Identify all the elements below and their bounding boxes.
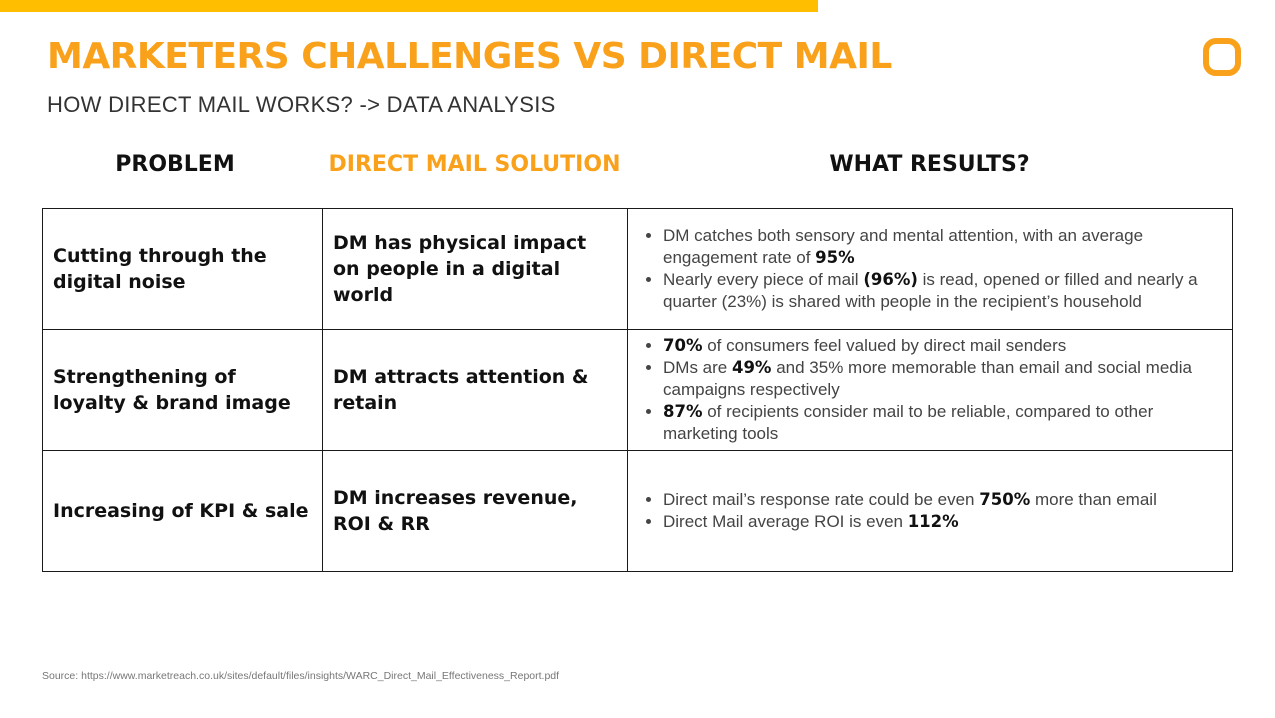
results-cell: 70% of consumers feel valued by direct m… [627,329,1233,451]
highlight-stat: 112% [907,512,959,531]
table-row: Cutting through the digital noise DM has… [42,208,1233,330]
bullet-text: of recipients consider mail to be reliab… [663,402,1154,443]
solution-cell: DM has physical impact on people in a di… [322,208,628,330]
result-bullet: 87% of recipients consider mail to be re… [663,401,1222,445]
results-list: DM catches both sensory and mental atten… [638,225,1222,313]
slide-subtitle: HOW DIRECT MAIL WORKS? -> DATA ANALYSIS [47,92,556,117]
table-row: Increasing of KPI & sale DM increases re… [42,450,1233,572]
result-bullet: DMs are 49% and 35% more memorable than … [663,357,1222,401]
problem-cell: Strengthening of loyalty & brand image [42,329,323,451]
highlight-stat: 750% [979,490,1031,509]
column-header-results: WHAT RESULTS? [829,152,1030,177]
result-bullet: Nearly every piece of mail (96%) is read… [663,269,1222,313]
problem-cell: Increasing of KPI & sale [42,450,323,572]
problem-cell: Cutting through the digital noise [42,208,323,330]
orange-ring-logo-icon [1203,38,1241,76]
source-citation: Source: https://www.marketreach.co.uk/si… [42,670,560,682]
bullet-text: is read, opened or filled and nearly a q… [663,270,1198,311]
result-bullet: 70% of consumers feel valued by direct m… [663,335,1222,357]
bullet-text: DM catches both sensory and mental atten… [663,226,1144,267]
highlight-stat: (96%) [863,270,918,289]
result-bullet: Direct Mail average ROI is even 112% [663,511,1222,533]
top-accent-bar [0,0,818,12]
result-bullet: Direct mail’s response rate could be eve… [663,489,1222,511]
bullet-text: Nearly every piece of mail [663,270,864,289]
solution-cell: DM increases revenue, ROI & RR [322,450,628,572]
slide-title: MARKETERS CHALLENGES VS DIRECT MAIL [47,36,892,77]
bullet-text: more than email [1030,490,1157,509]
result-bullet: DM catches both sensory and mental atten… [663,225,1222,269]
bullet-text: Direct mail’s response rate could be eve… [663,490,980,509]
results-list: 70% of consumers feel valued by direct m… [638,335,1222,445]
results-cell: DM catches both sensory and mental atten… [627,208,1233,330]
column-header-problem: PROBLEM [115,152,235,177]
highlight-stat: 70% [663,336,703,355]
highlight-stat: 49% [731,358,772,377]
bullet-text: Direct Mail average ROI is even [663,512,908,531]
results-cell: Direct mail’s response rate could be eve… [627,450,1233,572]
bullet-text: and 35% more memorable than email and so… [663,358,1192,399]
bullet-text: DMs are [663,358,732,377]
bullet-text: of consumers feel valued by direct mail … [702,336,1067,355]
results-list: Direct mail’s response rate could be eve… [638,489,1222,533]
table-row: Strengthening of loyalty & brand image D… [42,329,1233,451]
highlight-stat: 95% [815,248,855,267]
solution-cell: DM attracts attention & retain [322,329,628,451]
highlight-stat: 87% [663,402,703,421]
column-header-solution: DIRECT MAIL SOLUTION [328,152,621,177]
comparison-table: Cutting through the digital noise DM has… [42,208,1233,572]
